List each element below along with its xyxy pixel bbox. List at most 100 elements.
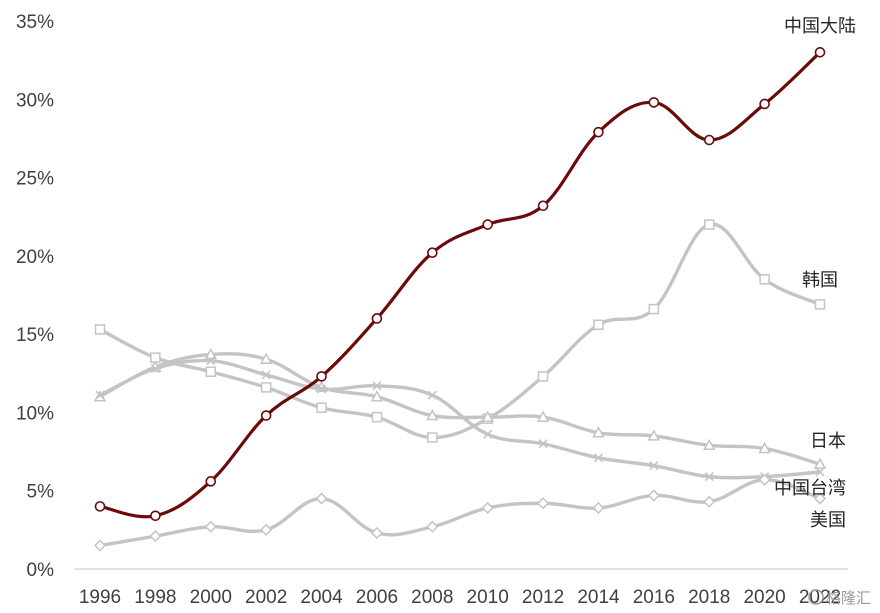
china-mainland-point bbox=[427, 247, 438, 259]
korea-point bbox=[316, 402, 327, 413]
x-tick-label: 2006 bbox=[356, 587, 398, 608]
y-tick-label: 15% bbox=[16, 325, 54, 346]
usa-point bbox=[813, 492, 827, 505]
usa-point bbox=[315, 492, 328, 505]
korea-point bbox=[648, 303, 660, 315]
watermark: 格隆汇 bbox=[808, 589, 871, 607]
japan-point bbox=[259, 352, 273, 364]
japan-series bbox=[93, 347, 827, 469]
taiwan-point bbox=[815, 467, 825, 477]
china-mainland-series bbox=[94, 47, 826, 522]
taiwan-point bbox=[316, 384, 327, 394]
x-tick-label: 2010 bbox=[467, 587, 509, 608]
x-tick-label: 2000 bbox=[190, 587, 232, 608]
taiwan-point bbox=[427, 390, 437, 400]
japan-point bbox=[592, 426, 605, 438]
japan-point bbox=[426, 409, 439, 421]
usa-point bbox=[647, 489, 660, 502]
x-tick-label: 2018 bbox=[688, 587, 730, 608]
japan-point bbox=[370, 390, 384, 402]
japan-point bbox=[536, 410, 550, 422]
korea-point bbox=[759, 274, 770, 285]
korea-point bbox=[205, 366, 217, 377]
x-tick-label: 2014 bbox=[577, 587, 620, 608]
korea-point bbox=[593, 319, 604, 330]
x-tick-label: 2022 bbox=[799, 587, 841, 608]
x-axis-ticks: 1996 1998 2000 2002 2004 2006 2008 2010 2012 2014… bbox=[79, 587, 841, 608]
china-mainland-point bbox=[150, 510, 161, 522]
x-tick-label: 2002 bbox=[245, 587, 287, 608]
taiwan-point bbox=[206, 356, 216, 366]
korea-point bbox=[94, 324, 106, 335]
korea-point bbox=[260, 382, 272, 393]
taiwan-point bbox=[150, 364, 160, 374]
taiwan-series bbox=[95, 356, 825, 482]
x-tick-label: 2016 bbox=[633, 587, 675, 608]
usa-point bbox=[149, 530, 162, 543]
usa-point bbox=[204, 520, 217, 533]
taiwan-point bbox=[593, 453, 604, 463]
series-layer bbox=[93, 47, 827, 552]
usa-point bbox=[592, 501, 605, 514]
x-tick-label: 2008 bbox=[411, 587, 453, 608]
japan-point bbox=[204, 347, 218, 360]
china-mainland-line bbox=[98, 50, 822, 519]
china-mainland-point bbox=[703, 134, 715, 146]
china-mainland-point bbox=[759, 98, 770, 110]
china-mainland-point bbox=[648, 97, 660, 108]
watermark-text: 格隆汇 bbox=[826, 589, 871, 607]
usa-point bbox=[370, 526, 383, 540]
china-mainland-point bbox=[482, 219, 493, 230]
china-mainland-point bbox=[371, 313, 383, 324]
usa-point bbox=[426, 520, 439, 533]
usa-point bbox=[481, 501, 494, 514]
korea-line bbox=[98, 222, 822, 440]
taiwan-label: 中国台湾 bbox=[774, 478, 846, 499]
korea-point bbox=[537, 371, 549, 382]
china-mainland-point bbox=[205, 476, 217, 487]
taiwan-point bbox=[95, 390, 105, 400]
y-tick-label: 30% bbox=[16, 90, 54, 111]
china-mainland-point bbox=[537, 200, 549, 212]
taiwan-line bbox=[98, 358, 822, 480]
china-mainland-point bbox=[593, 126, 604, 138]
usa-point bbox=[537, 497, 550, 510]
usa-point bbox=[260, 523, 273, 536]
korea-series bbox=[94, 219, 826, 443]
japan-point bbox=[702, 438, 716, 451]
y-tick-label: 5% bbox=[27, 482, 55, 503]
y-tick-label: 0% bbox=[27, 560, 55, 581]
x-tick-label: 1998 bbox=[134, 587, 176, 608]
china-mainland-point bbox=[260, 410, 272, 421]
japan-point bbox=[647, 429, 661, 441]
x-tick-label: 2004 bbox=[300, 587, 343, 608]
china-mainland-point bbox=[94, 501, 106, 512]
x-tick-label: 2012 bbox=[522, 587, 564, 608]
taiwan-point bbox=[372, 381, 382, 391]
usa-series bbox=[93, 473, 827, 552]
japan-point bbox=[813, 457, 827, 469]
usa-point bbox=[93, 539, 107, 552]
usa-point bbox=[703, 495, 716, 508]
x-tick-label: 1996 bbox=[79, 587, 121, 608]
korea-label: 韩国 bbox=[802, 270, 838, 291]
watermark-logo-icon bbox=[808, 589, 824, 605]
taiwan-point bbox=[261, 370, 271, 380]
taiwan-point bbox=[538, 439, 548, 449]
y-tick-label: 25% bbox=[16, 169, 54, 190]
taiwan-point bbox=[649, 461, 659, 471]
china-mainland-label: 中国大陆 bbox=[784, 16, 856, 37]
y-tick-label: 10% bbox=[16, 403, 54, 424]
taiwan-point bbox=[704, 472, 714, 482]
y-tick-label: 35% bbox=[16, 12, 54, 33]
japan-point bbox=[481, 410, 494, 422]
japan-label: 日本 bbox=[810, 431, 846, 452]
korea-point bbox=[427, 432, 438, 443]
usa-point bbox=[758, 473, 771, 486]
y-tick-label: 20% bbox=[16, 247, 54, 268]
japan-point bbox=[758, 441, 771, 454]
x-tick-label: 2020 bbox=[743, 587, 785, 608]
